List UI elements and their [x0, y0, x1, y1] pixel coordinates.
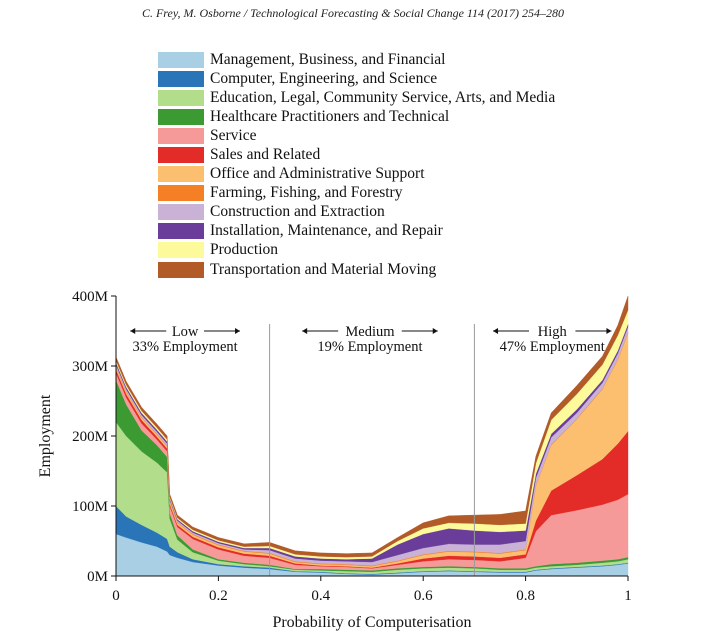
x-tick-label: 0.6	[414, 588, 433, 604]
y-tick-label: 400M	[72, 289, 108, 305]
area-series	[115, 295, 629, 558]
area-layers	[115, 295, 629, 577]
legend-swatch	[158, 70, 204, 87]
legend-item: Installation, Maintenance, and Repair	[158, 222, 555, 241]
legend-label: Education, Legal, Community Service, Art…	[210, 88, 556, 106]
legend-item: Transportation and Material Moving	[158, 260, 555, 279]
region-sublabel: 47% Employment	[500, 339, 605, 355]
legend-swatch	[158, 89, 204, 106]
legend-label: Management, Business, and Financial	[210, 50, 446, 68]
legend-swatch	[158, 261, 204, 278]
region-label: Low	[172, 324, 199, 340]
legend-item: Sales and Related	[158, 145, 555, 164]
legend-swatch	[158, 108, 204, 125]
legend-label: Computer, Engineering, and Science	[210, 69, 438, 87]
legend-label: Installation, Maintenance, and Repair	[210, 222, 443, 240]
legend-item: Office and Administrative Support	[158, 165, 555, 184]
legend-item: Construction and Extraction	[158, 203, 555, 222]
legend-label: Healthcare Practitioners and Technical	[210, 107, 450, 125]
legend-swatch	[158, 147, 204, 164]
region-sublabel: 33% Employment	[133, 339, 238, 355]
region-sublabel: 19% Employment	[317, 339, 422, 355]
y-tick-label: 200M	[72, 429, 108, 445]
legend-label: Office and Administrative Support	[210, 165, 425, 183]
region-label: High	[538, 324, 568, 340]
x-tick-label: 0.8	[516, 588, 535, 604]
legend-label: Sales and Related	[210, 146, 321, 164]
legend-swatch	[158, 127, 204, 144]
legend-swatch	[158, 185, 204, 202]
x-axis-title: Probability of Computerisation	[272, 614, 471, 631]
x-tick-label: 0.4	[311, 588, 330, 604]
legend-item: Education, Legal, Community Service, Art…	[158, 88, 555, 107]
region-arrowhead-right	[235, 328, 241, 334]
legend-label: Construction and Extraction	[210, 203, 385, 221]
legend-label: Transportation and Material Moving	[210, 260, 437, 278]
region-dividers	[269, 324, 475, 576]
legend-item: Healthcare Practitioners and Technical	[158, 107, 555, 126]
x-tick-label: 1	[624, 588, 632, 604]
axes: 0M 100M 200M 300M 400M 0 0.2 0.4 0.6 0.8 1 Probabil…	[37, 289, 632, 631]
legend-swatch	[158, 223, 204, 240]
region-arrowhead-right	[432, 328, 438, 334]
legend-swatch	[158, 51, 204, 68]
region-label: Medium	[345, 324, 395, 340]
region-arrowhead-left	[493, 328, 499, 334]
region-arrowhead-left	[130, 328, 136, 334]
legend-swatch	[158, 242, 204, 259]
legend-item: Computer, Engineering, and Science	[158, 69, 555, 88]
region-arrowhead-right	[606, 328, 612, 334]
legend-swatch	[158, 166, 204, 183]
legend-label: Farming, Fishing, and Forestry	[210, 184, 403, 202]
x-tick-label: 0	[112, 588, 120, 604]
legend-label: Production	[210, 241, 279, 259]
legend-item: Management, Business, and Financial	[158, 50, 555, 69]
y-tick-label: 300M	[72, 359, 108, 375]
y-tick-label: 100M	[72, 499, 108, 515]
legend-swatch	[158, 204, 204, 221]
legend-label: Service	[210, 126, 257, 144]
x-tick-label: 0.2	[209, 588, 228, 604]
y-axis-title: Employment	[37, 394, 54, 477]
legend-item: Farming, Fishing, and Forestry	[158, 184, 555, 203]
y-tick-label: 0M	[87, 569, 108, 585]
chart-legend: Management, Business, and Financial Compu…	[158, 50, 555, 279]
legend-item: Production	[158, 241, 555, 260]
legend-item: Service	[158, 126, 555, 145]
region-arrowhead-left	[302, 328, 308, 334]
paper-citation: C. Frey, M. Osborne / Technological Fore…	[141, 6, 565, 20]
